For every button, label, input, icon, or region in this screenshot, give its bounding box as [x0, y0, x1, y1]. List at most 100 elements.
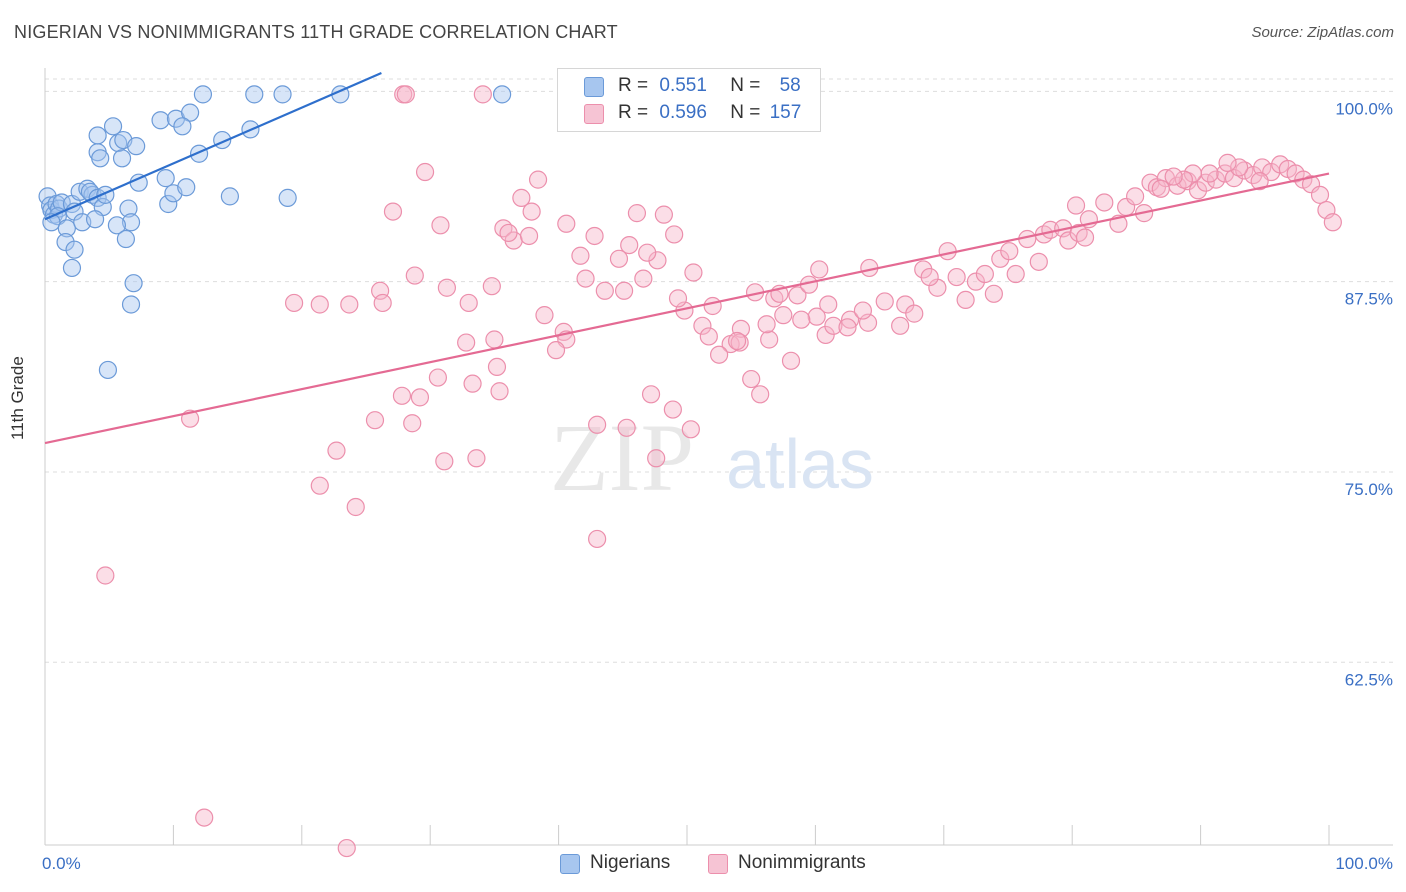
nonimmigrant-point — [1196, 173, 1215, 192]
nonimmigrant-point — [634, 269, 653, 288]
nigerian-point — [57, 219, 76, 238]
nonimmigrants-points — [96, 85, 1342, 858]
nonimmigrant-point — [365, 411, 385, 430]
nigerian-point — [112, 149, 132, 168]
nonimmigrant-point — [467, 449, 486, 468]
x-tick-label: 100.0% — [1335, 854, 1393, 873]
nonimmigrant-point — [485, 330, 504, 349]
nonimmigrant-point — [875, 292, 894, 311]
nonimmigrant-point — [681, 420, 700, 439]
nonimmigrant-point — [522, 202, 541, 221]
nonimmigrant-point — [1253, 158, 1272, 177]
nigerian-point — [151, 111, 170, 130]
legend-r-value: 0.596 — [659, 102, 707, 123]
nonimmigrant-point — [405, 266, 424, 285]
nonimmigrant-point — [647, 449, 666, 468]
nonimmigrant-point — [512, 188, 531, 207]
nonimmigrant-point — [920, 267, 939, 287]
legend-swatch-pink — [708, 854, 728, 874]
nonimmigrant-point — [428, 368, 448, 387]
nonimmigrant-point — [528, 170, 548, 189]
legend-swatch-blue — [560, 854, 580, 874]
nonimmigrant-point — [751, 385, 770, 404]
nonimmigrant-point — [1224, 169, 1244, 188]
nonimmigrant-point — [956, 290, 975, 310]
legend-swatch-blue — [584, 77, 604, 97]
nonimmigrant-point — [588, 529, 607, 549]
nonimmigrant-point — [585, 226, 604, 246]
nonimmigrant-point — [774, 306, 793, 325]
nigerian-point — [119, 199, 138, 218]
nonimmigrant-point — [410, 388, 430, 407]
nonimmigrant-point — [788, 286, 807, 305]
nigerian-point — [493, 85, 512, 104]
nonimmigrant-point — [760, 330, 779, 349]
nonimmigrant-point — [96, 566, 115, 585]
nigerian-point — [103, 117, 123, 136]
nonimmigrant-point — [403, 414, 422, 433]
legend-label-nigerians: Nigerians — [590, 852, 671, 873]
nonimmigrant-point — [1029, 252, 1048, 271]
nonimmigrant-point — [975, 264, 994, 284]
nonimmigrant-point — [648, 251, 667, 270]
y-tick-label: 75.0% — [1345, 480, 1393, 499]
nonimmigrant-point — [905, 304, 924, 323]
nonimmigrant-point — [617, 418, 636, 437]
nigerian-point — [121, 213, 141, 232]
nonimmigrant-point — [792, 310, 811, 329]
nonimmigrant-point — [1126, 187, 1145, 206]
nonimmigrant-point — [709, 345, 729, 364]
y-tick-label: 87.5% — [1345, 290, 1393, 309]
nonimmigrant-point — [576, 269, 595, 288]
nonimmigrant-point — [490, 382, 509, 401]
legend-n-value: 58 — [779, 75, 801, 96]
nigerian-point — [273, 85, 292, 104]
x-tick-label: 0.0% — [42, 854, 81, 873]
nonimmigrant-point — [1235, 161, 1254, 180]
nonimmigrant-point — [703, 296, 722, 316]
nigerian-point — [156, 169, 175, 188]
nonimmigrant-point — [665, 225, 684, 244]
nonimmigrant-point — [757, 315, 776, 334]
nonimmigrant-point — [614, 281, 634, 300]
nonimmigrant-point — [727, 331, 747, 351]
nonimmigrant-point — [535, 306, 554, 325]
nonimmigrant-point — [1174, 170, 1194, 189]
trend-lines — [44, 72, 1330, 445]
nonimmigrant-point — [654, 205, 673, 224]
legend-n-label: N = — [730, 75, 761, 96]
nonimmigrant-point — [435, 452, 454, 471]
nonimmigrant-point — [1200, 164, 1219, 183]
nonimmigrant-point — [838, 318, 857, 337]
nonimmigrant-point — [431, 216, 450, 235]
nigerian-point — [245, 85, 264, 104]
y-tick-label: 62.5% — [1345, 670, 1393, 689]
stats-legend: R = 0.551 N = 58 R = 0.596 N = 157 — [557, 68, 821, 132]
nonimmigrant-point — [938, 242, 957, 261]
nonimmigrant-point — [1310, 185, 1330, 204]
nonimmigrant-point — [1218, 153, 1237, 172]
nonimmigrant-point — [473, 85, 492, 104]
nigerian-point — [65, 240, 84, 259]
nigerian-point — [127, 137, 146, 156]
nonimmigrant-point — [819, 295, 838, 314]
nonimmigrant-point — [824, 316, 843, 335]
nonimmigrant-point — [668, 289, 688, 308]
nonimmigrant-point — [1066, 196, 1086, 215]
source-label: Source: ZipAtlas.com — [1251, 24, 1394, 41]
nonimmigrant-point — [340, 295, 359, 314]
watermark-zip: ZIP — [550, 404, 694, 511]
nigerian-point — [278, 188, 297, 207]
nonimmigrant-point — [459, 293, 478, 313]
nigerian-point — [116, 229, 135, 249]
nigerian-point — [107, 216, 127, 235]
axes — [44, 68, 1393, 846]
nonimmigrant-point — [663, 400, 682, 419]
nonimmigrant-point — [482, 277, 501, 296]
nonimmigrant-point — [1075, 228, 1095, 247]
nigerian-point — [124, 274, 143, 293]
nonimmigrant-point — [693, 316, 712, 335]
nonimmigrant-point — [373, 293, 392, 313]
nonimmigrant-point — [546, 341, 566, 360]
nigerian-point — [180, 103, 200, 122]
